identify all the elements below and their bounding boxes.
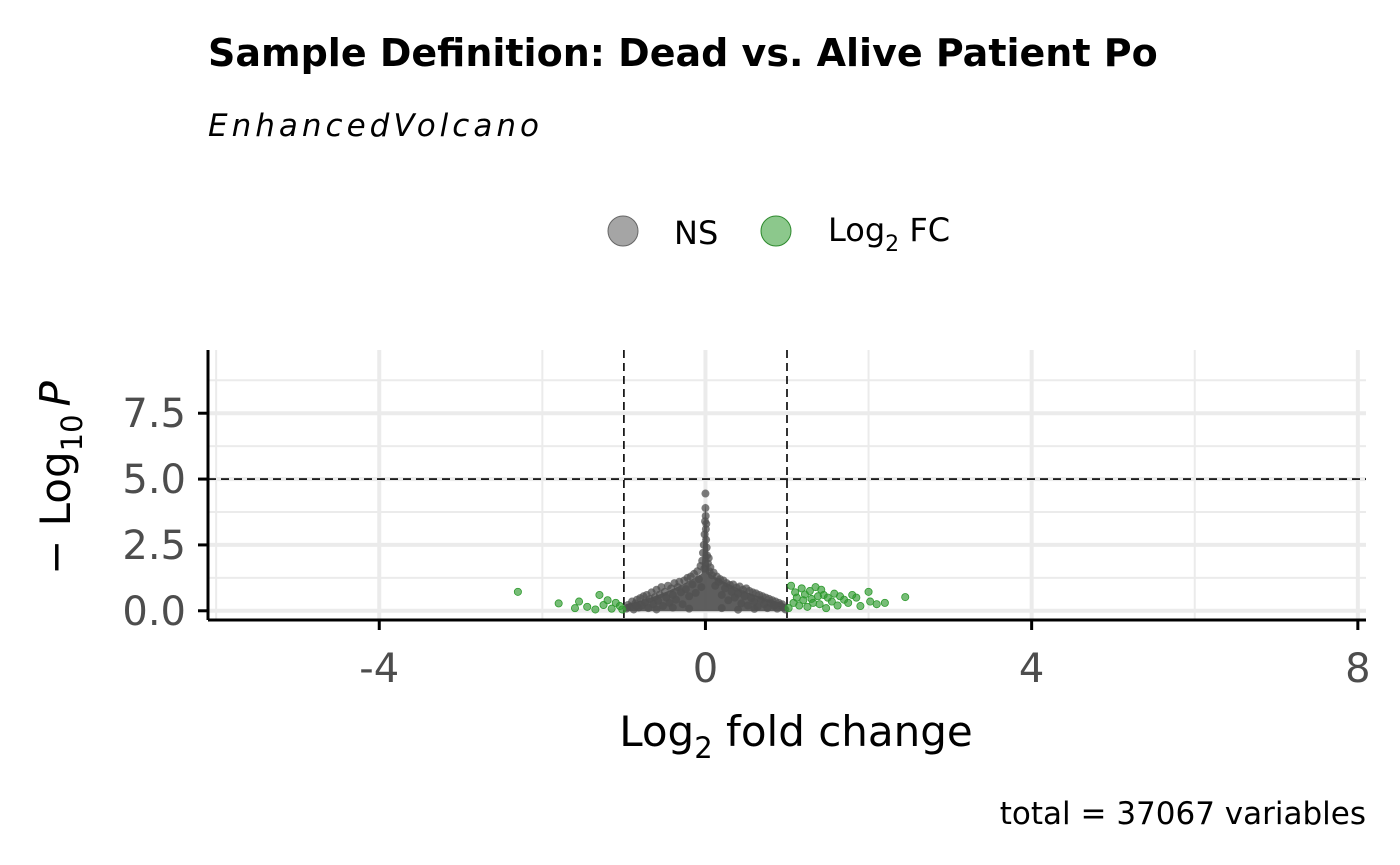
fc-point	[805, 587, 814, 596]
fc-point	[809, 598, 818, 607]
data-points	[513, 489, 910, 614]
ns-point	[734, 605, 743, 614]
fc-point	[795, 601, 804, 610]
fc-point	[815, 600, 824, 609]
fc-point	[583, 602, 592, 611]
y-tick-label: 7.5	[122, 391, 186, 437]
ns-point	[685, 604, 694, 613]
ns-point	[688, 580, 697, 589]
ns-point	[701, 504, 710, 513]
fc-point	[607, 604, 616, 613]
ns-point	[652, 605, 661, 614]
fc-point	[822, 604, 831, 613]
ns-point	[672, 595, 681, 604]
cutoff-lines	[208, 350, 1366, 620]
legend-fc-sub: 2	[885, 232, 899, 257]
fc-point	[844, 598, 853, 607]
ns-point	[704, 554, 713, 563]
ns-point	[737, 599, 746, 608]
ns-point	[701, 511, 710, 520]
fc-point	[852, 593, 861, 602]
y-axis-label-p: P	[31, 380, 80, 406]
x-tick-label: 4	[1019, 646, 1044, 692]
fc-point	[575, 597, 584, 606]
fc-point	[570, 604, 579, 613]
fc-point	[513, 587, 522, 596]
fc-point	[880, 598, 889, 607]
fc-point	[595, 590, 604, 599]
fc-point	[833, 601, 842, 610]
ns-point	[750, 604, 759, 613]
ns-point	[678, 600, 687, 609]
ns-point	[691, 588, 700, 597]
ns-point	[681, 585, 690, 594]
y-tick-label: 2.5	[122, 523, 186, 569]
fc-point	[803, 602, 812, 611]
ns-point	[717, 590, 726, 599]
legend-fc-log: Log	[828, 211, 885, 249]
ns-point	[743, 601, 752, 610]
legend-ns-label: NS	[674, 214, 718, 252]
ns-point	[701, 489, 710, 498]
fc-point	[856, 602, 865, 611]
ns-point	[668, 603, 677, 612]
x-tick-label: -4	[359, 646, 399, 692]
fc-point	[784, 604, 793, 613]
fc-point	[827, 597, 836, 606]
legend-fc-marker	[760, 215, 792, 247]
fc-point	[872, 600, 881, 609]
ns-point	[697, 583, 706, 592]
ns-point	[702, 519, 711, 528]
y-tick-label: 5.0	[122, 457, 186, 503]
fc-point	[866, 597, 875, 606]
fc-point	[591, 605, 600, 614]
ns-point	[724, 596, 733, 605]
x-axis-label-log: Log	[619, 707, 694, 756]
chart-title: Sample Definition: Dead vs. Alive Patien…	[208, 31, 1158, 75]
plot-area: -4 0 4 8 0.0 2.5 5.0 7.5	[122, 350, 1371, 692]
y-axis-label-sub: 10	[55, 414, 89, 451]
x-tick-label: 0	[693, 646, 718, 692]
fc-point	[901, 593, 910, 602]
x-axis-label-rest: fold change	[713, 707, 973, 756]
ns-point	[770, 600, 779, 609]
ns-point	[740, 592, 749, 601]
y-axis-label: − Log10 P	[31, 380, 89, 574]
ns-point	[685, 592, 694, 601]
ns-point	[717, 604, 726, 613]
x-tick-label: 8	[1345, 646, 1370, 692]
ns-point	[702, 535, 711, 544]
chart-caption: total = 37067 variables	[1000, 796, 1366, 832]
fc-point	[603, 596, 612, 605]
fc-point	[787, 581, 796, 590]
y-tick-label: 0.0	[122, 589, 186, 635]
fc-point	[797, 584, 806, 593]
x-axis-label-sub: 2	[694, 731, 712, 765]
ticks: -4 0 4 8 0.0 2.5 5.0 7.5	[122, 391, 1370, 692]
ns-point	[654, 596, 663, 605]
ns-point	[694, 575, 703, 584]
ns-point	[659, 602, 668, 611]
fc-point	[554, 599, 563, 608]
ns-point	[702, 543, 711, 552]
x-axis-label: Log2 fold change	[619, 707, 973, 765]
legend-fc-label: Log2 FC	[828, 211, 950, 257]
fc-point	[618, 605, 627, 614]
legend: NS Log2 FC	[607, 211, 950, 257]
legend-ns-marker	[607, 215, 639, 247]
chart-subtitle: EnhancedVolcano	[208, 108, 543, 144]
ns-point	[632, 602, 641, 611]
fc-point	[792, 593, 801, 602]
axes	[206, 350, 1366, 622]
legend-fc-rest: FC	[899, 211, 950, 249]
fc-point	[864, 587, 873, 596]
y-axis-label-log: − Log	[31, 451, 80, 575]
